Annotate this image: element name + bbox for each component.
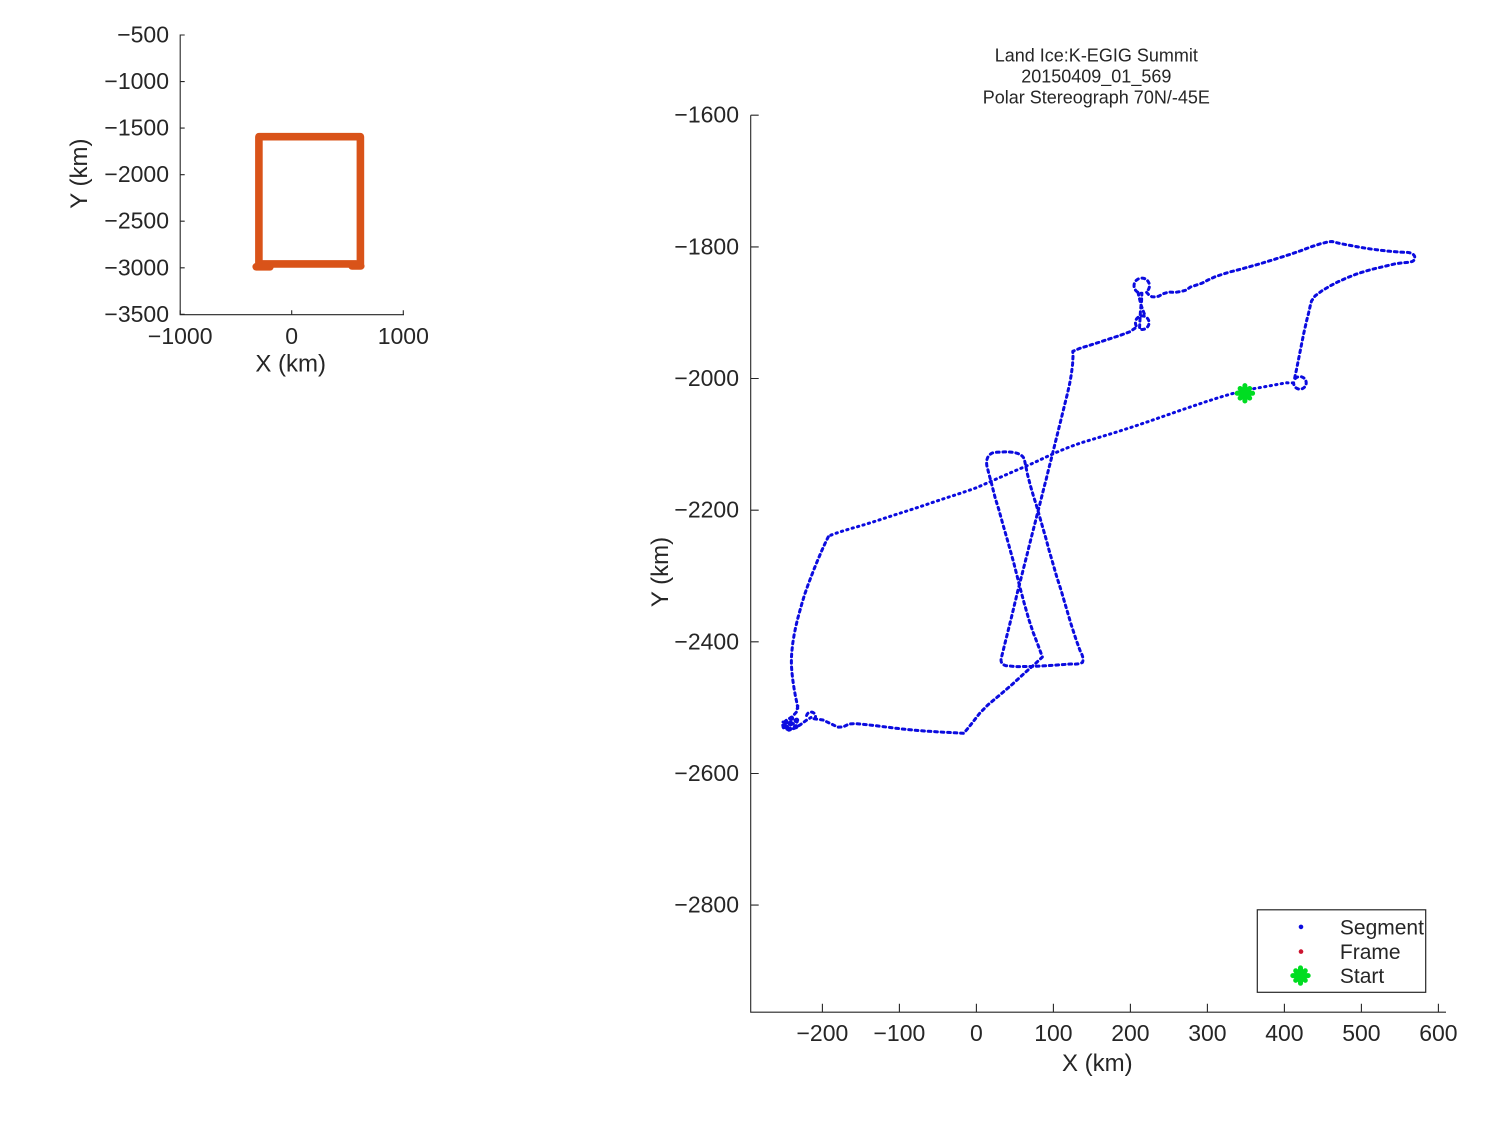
svg-text:Y (km): Y (km)	[66, 138, 93, 208]
svg-text:Start: Start	[1340, 965, 1385, 988]
svg-text:0: 0	[970, 1020, 983, 1046]
svg-text:−200: −200	[796, 1020, 848, 1046]
svg-text:Land Ice:K-EGIG Summit: Land Ice:K-EGIG Summit	[995, 46, 1198, 66]
svg-text:−3000: −3000	[104, 254, 169, 280]
svg-text:200: 200	[1111, 1020, 1149, 1046]
svg-text:X (km): X (km)	[255, 351, 326, 378]
svg-text:400: 400	[1265, 1020, 1303, 1046]
svg-text:0: 0	[285, 323, 298, 349]
svg-text:−2600: −2600	[674, 760, 739, 786]
svg-text:−1800: −1800	[674, 233, 739, 259]
svg-text:Frame: Frame	[1340, 941, 1401, 964]
svg-text:−1000: −1000	[148, 323, 213, 349]
svg-text:−2000: −2000	[674, 365, 739, 391]
svg-text:1000: 1000	[378, 323, 429, 349]
svg-text:−1500: −1500	[104, 115, 169, 141]
svg-text:500: 500	[1342, 1020, 1380, 1046]
svg-text:100: 100	[1034, 1020, 1072, 1046]
svg-text:20150409_01_569: 20150409_01_569	[1021, 67, 1171, 88]
svg-text:−500: −500	[117, 22, 169, 48]
svg-text:300: 300	[1188, 1020, 1226, 1046]
svg-text:Segment: Segment	[1340, 917, 1424, 940]
svg-text:−2000: −2000	[104, 161, 169, 187]
svg-text:−3500: −3500	[104, 301, 169, 327]
svg-text:−2200: −2200	[674, 497, 739, 523]
svg-text:Polar Stereograph 70N/-45E: Polar Stereograph 70N/-45E	[983, 88, 1210, 108]
svg-text:−2800: −2800	[674, 892, 739, 918]
svg-text:600: 600	[1419, 1020, 1457, 1046]
svg-text:−1600: −1600	[674, 102, 739, 128]
svg-text:−100: −100	[873, 1020, 925, 1046]
svg-text:Y (km): Y (km)	[647, 537, 674, 607]
svg-text:−1000: −1000	[104, 68, 169, 94]
svg-text:−2500: −2500	[104, 208, 169, 234]
svg-text:−2400: −2400	[674, 628, 739, 654]
svg-text:X (km): X (km)	[1062, 1050, 1133, 1077]
